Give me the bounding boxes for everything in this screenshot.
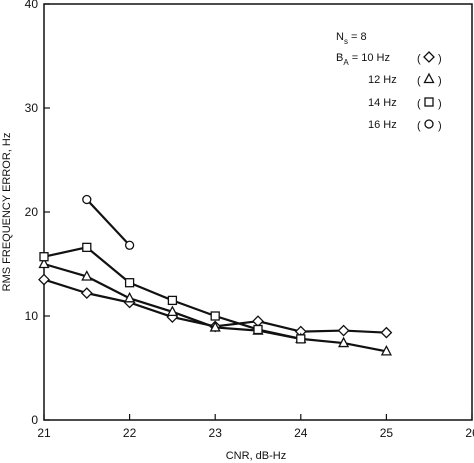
- legend-entry-square: 14 Hz: [368, 97, 397, 109]
- data-point-diamond: [337, 324, 350, 337]
- y-tick-label: 10: [25, 309, 39, 323]
- data-point-triangle: [166, 305, 178, 316]
- x-tick-label: 22: [123, 426, 137, 440]
- legend-entry-diamond: BA = 10 Hz: [336, 52, 390, 67]
- legend-paren-open: (: [417, 98, 421, 110]
- y-tick-label: 40: [25, 0, 39, 11]
- legend-paren-open: (: [417, 53, 421, 65]
- series-triangle: [38, 257, 392, 356]
- data-point-triangle: [124, 291, 136, 303]
- legend: Ns = 8 BA = 10 Hz () 12 Hz () 14 Hz () 16 Hz (): [336, 31, 442, 132]
- data-point-square: [296, 334, 306, 344]
- data-point-square: [253, 324, 263, 335]
- legend-entry-circle: 16 Hz: [368, 119, 397, 131]
- y-tick-label: 30: [25, 101, 39, 115]
- x-axis-label: CNR, dB-Hz: [226, 450, 287, 462]
- legend-paren-open: (: [417, 75, 421, 87]
- legend-paren-close: ): [438, 75, 442, 87]
- series-line-circle: [85, 198, 131, 247]
- x-tick-label: 21: [37, 426, 51, 440]
- plot-frame: [43, 3, 473, 421]
- data-point-square: [82, 242, 92, 253]
- legend-marker-diamond: [423, 51, 435, 63]
- x-tick-label: 24: [294, 426, 308, 440]
- series-line-triangle: [43, 262, 387, 353]
- series-square: [39, 242, 306, 344]
- data-point-square: [210, 311, 220, 321]
- data-point-triangle: [380, 344, 392, 356]
- data-point-diamond: [38, 273, 50, 286]
- y-axis-label: RMS FREQUENCY ERROR, Hz: [1, 133, 13, 292]
- data-point-circle: [124, 240, 135, 250]
- legend-marker-triangle: [423, 72, 435, 84]
- legend-paren-close: ): [438, 98, 442, 110]
- x-tick-label: 25: [380, 426, 394, 440]
- legend-paren-open: (: [417, 120, 421, 132]
- data-point-square: [124, 278, 135, 288]
- data-point-diamond: [380, 326, 393, 339]
- y-tick-label: 0: [31, 413, 38, 427]
- data-point-triangle: [209, 321, 221, 332]
- axis-ticks: 21 22 23 24 25 26 0 10 20 30 40: [25, 0, 474, 440]
- data-point-triangle: [81, 270, 93, 281]
- legend-paren-close: ): [438, 53, 442, 65]
- y-tick-label: 20: [25, 205, 39, 219]
- series-circle: [82, 194, 135, 250]
- series-diamond: [38, 273, 393, 339]
- x-tick-label: 23: [209, 426, 223, 440]
- data-point-diamond: [80, 287, 93, 300]
- data-point-triangle: [38, 257, 50, 269]
- legend-paren-close: ): [438, 120, 442, 132]
- data-point-square: [167, 295, 178, 306]
- data-point-triangle: [338, 336, 350, 348]
- legend-header: Ns = 8: [336, 31, 367, 46]
- legend-entry-triangle: 12 Hz: [368, 74, 397, 86]
- data-point-square: [39, 252, 49, 262]
- legend-marker-circle: [424, 119, 434, 129]
- legend-marker-square: [424, 97, 434, 107]
- data-point-circle: [82, 194, 92, 205]
- x-tick-label: 26: [465, 426, 474, 440]
- series-layer: [38, 194, 393, 356]
